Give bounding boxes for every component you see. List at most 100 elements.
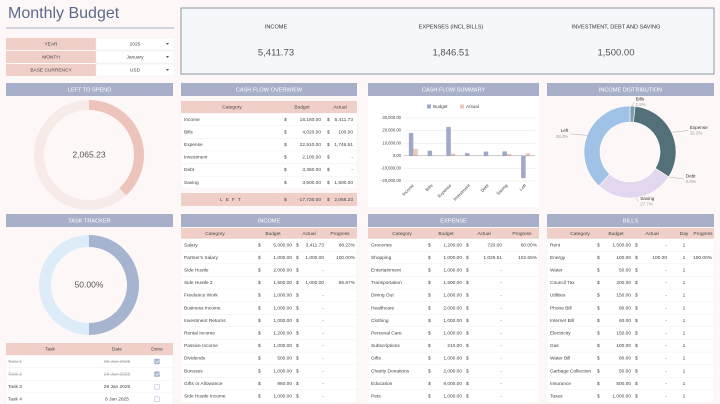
actual: -	[665, 369, 667, 374]
table-row	[546, 389, 715, 403]
dropdown-arrow[interactable]	[166, 69, 169, 71]
currency: $	[597, 393, 600, 399]
table-row	[180, 125, 358, 139]
bar	[465, 153, 470, 156]
pie-slice	[633, 105, 677, 178]
dropdown-arrow[interactable]	[166, 56, 169, 58]
budget: 2,100.00	[302, 155, 321, 161]
slice-label: Saving	[640, 196, 654, 201]
currency: $	[327, 117, 330, 123]
budget: 5,000.00	[273, 242, 292, 248]
table-header-row	[547, 228, 714, 239]
setting-value-cell	[95, 63, 175, 77]
progress: 100.00%	[693, 255, 713, 261]
actual: 1,746.51	[334, 142, 353, 148]
dropdown-arrow[interactable]	[166, 43, 169, 45]
currency: $	[284, 155, 287, 161]
category: Internet Bill	[550, 318, 574, 324]
setting-label: MONTH	[42, 55, 60, 61]
currency: $	[635, 280, 638, 286]
task-name: Task 2	[8, 371, 22, 377]
currency: $	[296, 343, 299, 349]
day: 1	[683, 381, 686, 387]
section-header	[547, 214, 714, 227]
setting-value: 2025	[130, 42, 141, 48]
checkbox	[154, 358, 160, 365]
bar	[525, 153, 531, 156]
budget: 200.00	[616, 280, 631, 286]
column-header: Progress	[330, 231, 350, 237]
currency: $	[296, 280, 299, 286]
budget: 1,000.00	[273, 343, 292, 349]
budget: 100.00	[616, 343, 631, 349]
day: 1	[683, 356, 686, 362]
table-row	[5, 380, 174, 394]
budget: 50.00	[619, 368, 631, 374]
actual: -	[322, 331, 324, 336]
budget: 3,500.00	[302, 180, 321, 186]
setting-label-cell	[6, 51, 96, 63]
leader-line	[635, 197, 639, 202]
slice-value: 0.0%	[686, 179, 696, 184]
currency: $	[428, 242, 431, 248]
table-row	[180, 389, 358, 403]
currency: $	[635, 356, 638, 362]
column-header: Actual	[333, 105, 346, 111]
day: 1	[683, 267, 686, 273]
table-header-row	[181, 101, 357, 113]
actual: 100.00	[338, 129, 353, 135]
task-date: 29 Jan 2025	[104, 384, 131, 390]
slice-label: Bills	[636, 96, 645, 101]
slice-label: Left	[561, 128, 569, 133]
currency: $	[258, 293, 261, 299]
currency: $	[635, 393, 638, 399]
currency: $	[428, 343, 431, 349]
currency: $	[428, 356, 431, 362]
currency: $	[635, 318, 638, 324]
budget: 210.00	[447, 343, 462, 349]
bar	[521, 155, 526, 179]
bar	[483, 151, 489, 156]
leader-line	[671, 130, 688, 133]
currency: $	[635, 330, 638, 336]
column-header: Progress	[512, 231, 532, 237]
budget: 1,000.00	[443, 330, 462, 336]
currency: $	[258, 343, 261, 349]
category: Investment Returns	[184, 318, 226, 324]
category: Rental Income	[184, 330, 215, 336]
category: Council Tax	[550, 280, 575, 286]
actual: -	[665, 331, 667, 336]
column-header: Category	[205, 231, 225, 237]
actual: -	[665, 394, 667, 399]
slice-label: Expense	[690, 125, 708, 130]
currency: $	[635, 242, 638, 248]
currency: $	[327, 197, 330, 203]
setting-label: BASE CURRENCY	[30, 68, 72, 74]
currency: $	[428, 318, 431, 324]
budget: 100.00	[616, 255, 631, 261]
day: 1	[683, 393, 686, 399]
currency: $	[597, 267, 600, 273]
currency: $	[597, 318, 600, 324]
currency: $	[284, 129, 287, 135]
total-row	[181, 193, 357, 206]
category: Bills	[184, 129, 193, 135]
day: 1	[683, 255, 686, 261]
currency: $	[466, 255, 469, 261]
progress: 68.23%	[339, 242, 356, 248]
actual: -	[665, 306, 667, 311]
actual: 5,411.73	[335, 117, 354, 123]
currency: $	[284, 180, 287, 186]
currency: $	[284, 167, 287, 173]
actual: -	[322, 268, 324, 273]
actual: -	[500, 382, 502, 387]
category: Insurance	[550, 381, 571, 387]
x-tick-label: Left	[518, 182, 527, 191]
currency: $	[428, 305, 431, 311]
currency: $	[597, 280, 600, 286]
day: 1	[683, 318, 686, 324]
section-header	[368, 214, 539, 227]
budget: 4,020.00	[302, 129, 321, 135]
section-header	[368, 83, 539, 96]
